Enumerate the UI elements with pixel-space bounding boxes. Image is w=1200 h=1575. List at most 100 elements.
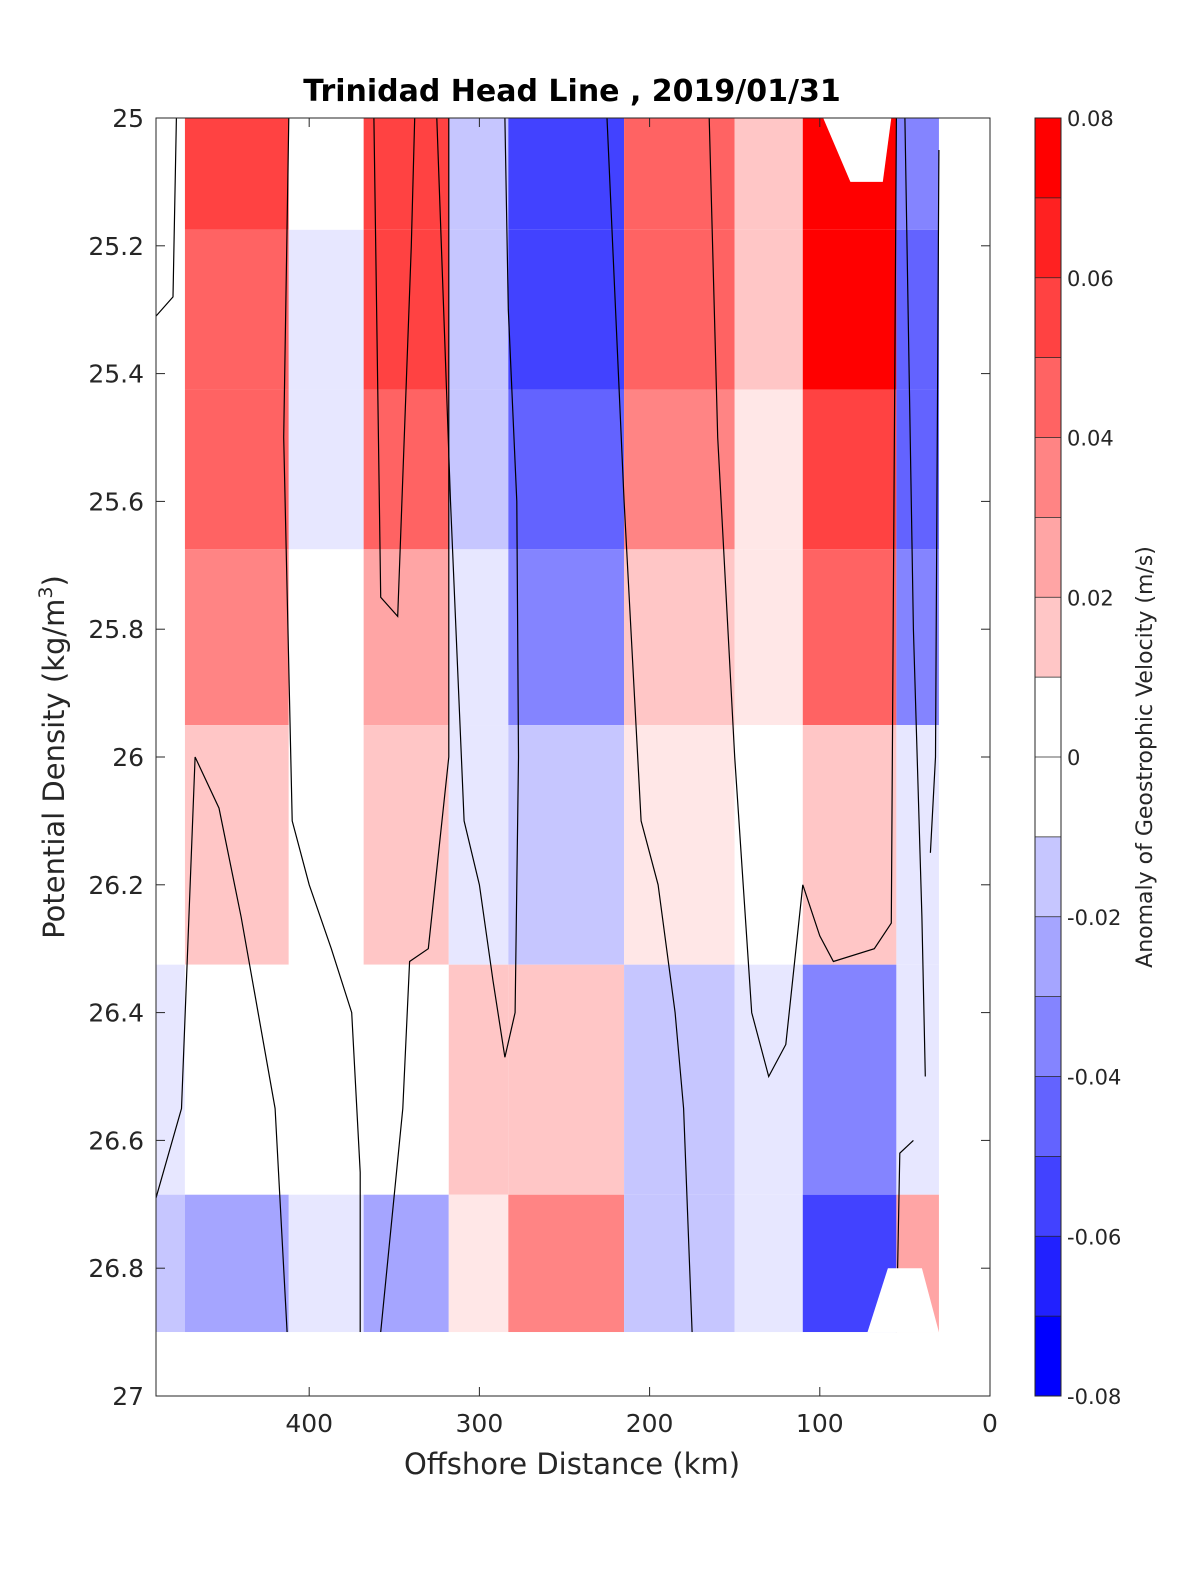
zero-contour-line [155,117,177,317]
y-tick-label: 26.6 [88,1126,144,1155]
heatmap-cell [624,389,735,550]
y-tick-label: 26.8 [88,1254,144,1283]
heatmap-cell [896,549,939,726]
colorbar-segment [1035,836,1061,918]
heatmap-cell [156,549,185,726]
heatmap-cell [734,389,803,550]
heatmap-cell [734,229,803,390]
colorbar-segment [1035,197,1061,279]
colorbar-segment [1035,1316,1061,1397]
heatmap-cell [156,229,185,390]
heatmap-cell [363,1194,449,1333]
colorbar-segment [1035,357,1061,438]
colorbar: 0.08 0.06 0.04 0.02 0 -0.02 -0.04 -0.06 -0.08 [1034,107,1121,1409]
heatmap-cell [802,549,897,726]
y-axis-label: Potential Density (kg/m3) [35,575,71,939]
colorbar-tick-label: -0.06 [1067,1225,1121,1249]
heatmap-cell [508,725,625,965]
zero-contour-line [904,117,926,1077]
heatmap-cell [363,549,449,726]
x-tick-label: 100 [796,1409,844,1438]
heatmap-cell [156,725,185,965]
heatmap-cell [508,389,625,550]
no-data-mask [156,118,990,1396]
colorbar-tick-label: 0.02 [1067,586,1114,610]
colorbar-segment [1035,1076,1061,1157]
heatmap-cell [896,389,939,550]
heatmap-cell [802,229,897,390]
y-tick-label: 25.8 [88,615,144,644]
masked-region [156,1332,990,1396]
y-tick-label: 25.6 [88,487,144,516]
y-tick-label: 27 [112,1382,144,1411]
heatmap-cell [802,389,897,550]
colorbar-frame [1034,117,1062,1397]
zero-contour-line [155,756,288,1333]
heatmap-cell [156,389,185,550]
heatmap-cell [184,229,289,390]
zero-contour-line [929,149,940,853]
heatmap-cell [896,229,939,390]
y-tick-label: 26.4 [88,999,144,1028]
heatmap-cell [288,964,364,1195]
y-axis: 25 25.2 25.4 25.6 25.8 26 26.2 26.4 26.6 26.8 27 [88,104,990,1411]
x-axis-label: Offshore Distance (km) [404,1447,740,1481]
heatmap-cell [448,389,509,550]
heatmap-cell [184,964,289,1195]
heatmap-cell [508,549,625,726]
heatmap-cell [624,118,735,230]
heatmap-cell [363,389,449,550]
x-tick-label: 300 [456,1409,504,1438]
heatmap-cell [363,964,449,1195]
colorbar-segment [1035,1236,1061,1317]
heatmap-cell [624,549,735,726]
colorbar-segment [1035,996,1061,1077]
heatmap-cell [624,964,735,1195]
y-tick-label: 25.4 [88,360,144,389]
colorbar-tick-label: -0.08 [1067,1385,1121,1409]
heatmap-cell [448,549,509,726]
colorbar-segment [1035,677,1061,758]
zero-contour-line [380,118,450,1333]
colorbar-tick-label: 0.06 [1067,267,1114,291]
heatmap-cell [448,1194,509,1333]
heatmap-cell [802,725,897,965]
heatmap-cell [288,725,364,965]
heatmap-cell [624,229,735,390]
heatmap-cell [288,549,364,726]
heatmap-cell [448,229,509,390]
y-axis-label-superscript: 3 [35,586,57,598]
heatmap-cell [734,1194,803,1333]
colorbar-segment [1035,597,1061,678]
colorbar-tick-label: 0 [1067,746,1080,770]
heatmap-cell [184,725,289,965]
colorbar-segment [1035,118,1061,199]
heatmap-cell [363,118,449,230]
heatmap-cell [288,118,364,230]
heatmap-cell [896,118,939,230]
colorbar-tick-label: -0.04 [1067,1066,1121,1090]
heatmap-cell [156,1194,185,1333]
colorbar-segment [1035,916,1061,998]
zero-contour-line [436,117,520,1058]
colorbar-segment [1035,757,1061,838]
heatmap-cell [624,1194,735,1333]
heatmap-cell [156,964,185,1195]
y-tick-label: 25.2 [88,232,144,261]
masked-region [823,118,892,182]
x-tick-label: 400 [285,1409,333,1438]
heatmap-cell [734,725,803,965]
heatmap-cell [734,549,803,726]
zero-contour-line [606,117,693,1333]
x-tick-label: 0 [982,1409,998,1438]
colorbar-segment [1035,1156,1061,1237]
plot-area [156,118,939,1333]
zero-contour-line [373,117,416,618]
heatmap-cell [184,389,289,550]
heatmap-cell [288,1194,364,1333]
y-tick-label: 26.2 [88,871,144,900]
y-tick-label: 25 [112,104,144,133]
heatmap-cell [363,725,449,965]
heatmap-cell [156,118,185,230]
y-axis-label-text: Potential Density (kg/m [37,599,71,939]
